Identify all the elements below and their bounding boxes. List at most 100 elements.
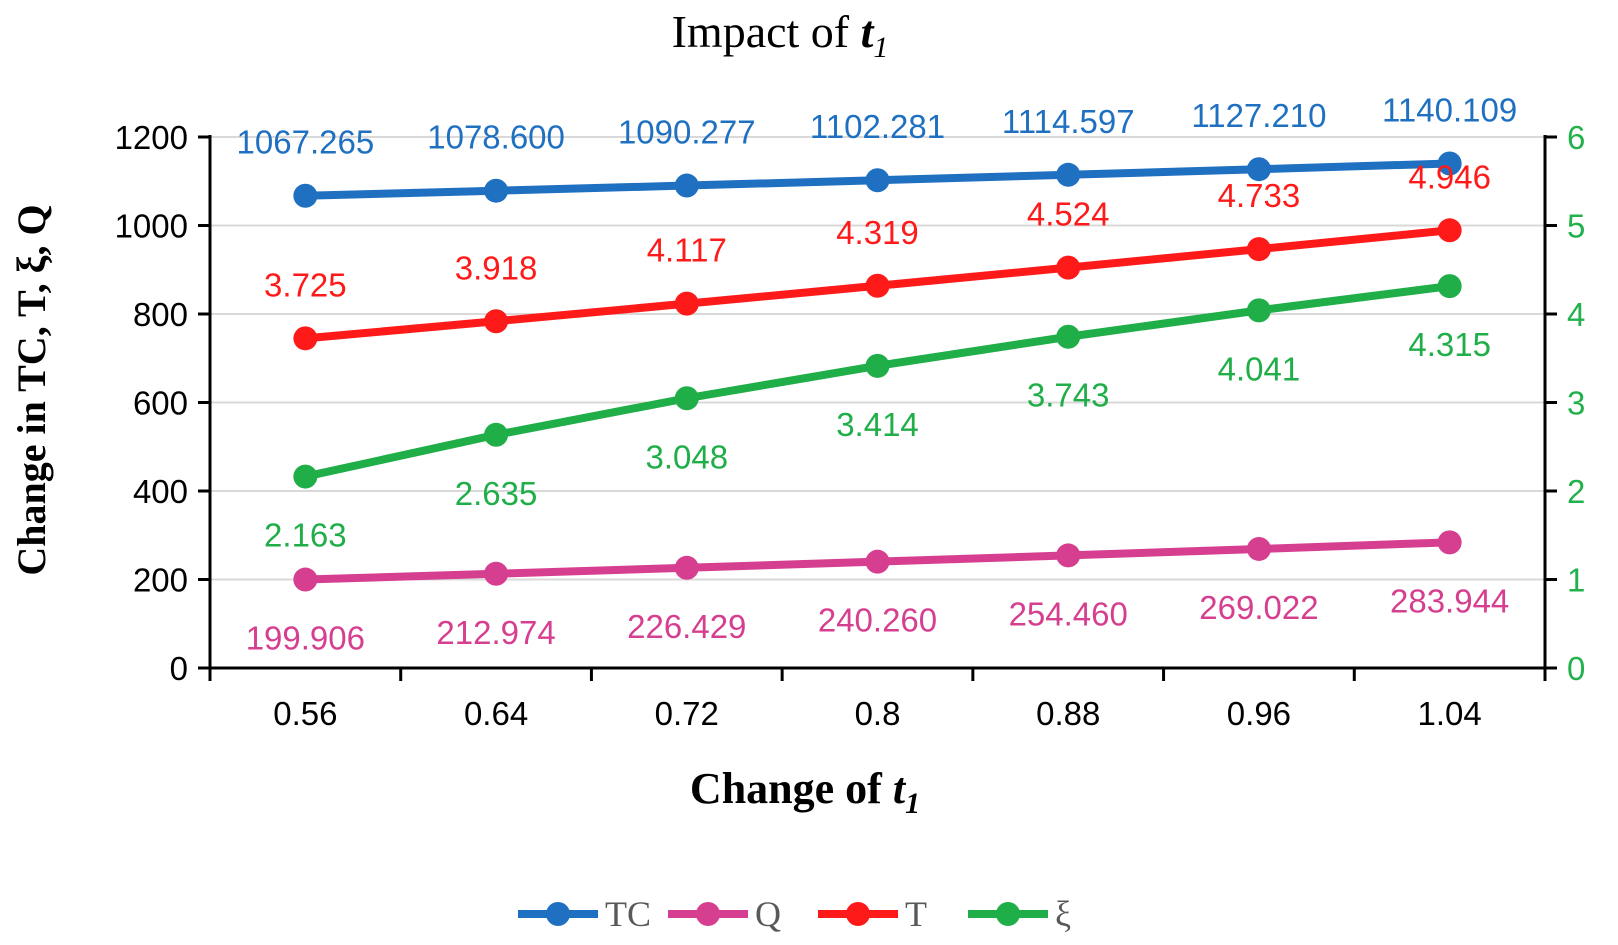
data-label-Q: 254.460 xyxy=(1009,595,1128,632)
y-right-tick-label: 4 xyxy=(1567,296,1585,333)
legend-item-ξ: ξ xyxy=(968,894,1071,934)
data-point-TC xyxy=(674,173,699,198)
x-axis-title: Change of t1 xyxy=(690,764,920,820)
data-label-ξ: 3.048 xyxy=(645,438,728,475)
chart-title-var: t xyxy=(861,6,875,57)
chart-title-main: Impact of xyxy=(672,6,861,57)
y-left-tick-label: 1200 xyxy=(115,119,188,156)
data-labels: 1067.265 1078.600 1090.277 1102.281 1114.597… xyxy=(237,92,1518,657)
legend-item-TC: TC xyxy=(518,894,651,934)
y-left-tick-label: 600 xyxy=(133,385,188,422)
data-label-Q: 226.429 xyxy=(627,608,746,645)
data-point-T xyxy=(293,326,318,351)
y-right-tick-label: 6 xyxy=(1567,119,1585,156)
data-label-Q: 199.906 xyxy=(246,620,365,657)
data-label-Q: 283.944 xyxy=(1390,582,1509,619)
legend-item-T: T xyxy=(818,894,927,934)
data-label-TC: 1078.600 xyxy=(427,119,565,156)
data-label-T: 4.319 xyxy=(836,214,919,251)
chart-title: Impact of t1 xyxy=(672,6,889,64)
data-point-TC xyxy=(293,183,318,208)
legend-label: TC xyxy=(605,894,651,934)
data-label-ξ: 2.635 xyxy=(455,475,538,512)
y-left-tick-label: 800 xyxy=(133,296,188,333)
data-label-Q: 212.974 xyxy=(436,614,555,651)
data-label-T: 4.524 xyxy=(1027,196,1110,233)
data-label-TC: 1114.597 xyxy=(1002,103,1135,140)
data-label-T: 3.725 xyxy=(264,266,347,303)
data-label-ξ: 3.414 xyxy=(836,406,919,443)
gridlines xyxy=(210,136,1545,581)
data-point-Q xyxy=(293,567,318,592)
data-point-ξ xyxy=(1437,274,1462,299)
data-label-ξ: 4.315 xyxy=(1408,326,1491,363)
y-axis-title: Change in TC, T, ξ, Q xyxy=(9,204,54,575)
x-tick-label: 0.96 xyxy=(1227,695,1291,732)
data-point-T xyxy=(1056,255,1081,280)
data-point-T xyxy=(1246,237,1271,262)
data-point-Q xyxy=(1246,536,1271,561)
data-label-TC: 1067.265 xyxy=(237,124,375,161)
data-point-ξ xyxy=(293,464,318,489)
y-left-tick-label: 400 xyxy=(133,473,188,510)
x-axis-title-sub: 1 xyxy=(905,787,920,820)
x-tick-label: 0.64 xyxy=(464,695,528,732)
data-label-TC: 1140.109 xyxy=(1382,92,1517,129)
series-layer xyxy=(293,151,1462,592)
data-label-T: 4.117 xyxy=(647,232,727,269)
legend-swatch-marker xyxy=(546,902,570,926)
data-point-TC xyxy=(1056,162,1081,187)
data-point-TC xyxy=(1437,151,1462,176)
data-point-TC xyxy=(484,178,509,203)
data-point-ξ xyxy=(674,386,699,411)
legend-label: Q xyxy=(755,894,781,934)
data-point-Q xyxy=(1056,543,1081,568)
data-point-Q xyxy=(1437,530,1462,555)
data-point-ξ xyxy=(1056,324,1081,349)
data-label-TC: 1090.277 xyxy=(618,114,756,151)
data-point-TC xyxy=(1246,157,1271,182)
legend-swatch-marker xyxy=(996,902,1020,926)
data-point-TC xyxy=(865,168,890,193)
data-point-T xyxy=(1437,218,1462,243)
data-point-Q xyxy=(674,555,699,580)
data-label-T: 4.946 xyxy=(1408,158,1491,195)
y-right-tick-label: 1 xyxy=(1567,562,1585,599)
data-point-Q xyxy=(865,549,890,574)
legend-swatch-marker xyxy=(846,902,870,926)
data-label-TC: 1127.210 xyxy=(1191,97,1326,134)
legend-swatch-marker xyxy=(696,902,720,926)
data-label-TC: 1102.281 xyxy=(810,108,945,145)
legend-label: ξ xyxy=(1055,894,1071,934)
data-label-ξ: 2.163 xyxy=(264,517,347,554)
y-left-tick-label: 200 xyxy=(133,562,188,599)
data-point-ξ xyxy=(1246,298,1271,323)
x-tick-label: 0.56 xyxy=(273,695,337,732)
x-axis-title-main: Change of xyxy=(690,764,893,813)
x-tick-label: 0.72 xyxy=(655,695,719,732)
data-point-T xyxy=(674,291,699,316)
y-left-tick-label: 1000 xyxy=(115,208,188,245)
data-point-T xyxy=(484,309,509,334)
data-point-ξ xyxy=(484,422,509,447)
data-label-ξ: 3.743 xyxy=(1027,377,1110,414)
data-point-Q xyxy=(484,561,509,586)
chart-title-sub: 1 xyxy=(873,31,888,64)
x-tick-label: 0.8 xyxy=(855,695,901,732)
x-tick-label: 1.04 xyxy=(1418,695,1482,732)
data-label-T: 3.918 xyxy=(455,249,538,286)
x-axis-title-var: t xyxy=(893,764,907,813)
data-point-ξ xyxy=(865,353,890,378)
y-right-tick-label: 5 xyxy=(1567,208,1585,245)
axes: 0 200 400 600 800 1000 1200 0 1 2 3 4 5 6 0.56 0.64 0.72… xyxy=(115,119,1586,732)
y-left-tick-label: 0 xyxy=(170,650,188,687)
data-label-T: 4.733 xyxy=(1218,177,1301,214)
data-label-Q: 240.260 xyxy=(818,602,937,639)
y-right-tick-label: 3 xyxy=(1567,385,1585,422)
legend-label: T xyxy=(905,894,927,934)
data-label-ξ: 4.041 xyxy=(1218,350,1301,387)
y-right-tick-label: 2 xyxy=(1567,473,1585,510)
legend-item-Q: Q xyxy=(668,894,781,934)
